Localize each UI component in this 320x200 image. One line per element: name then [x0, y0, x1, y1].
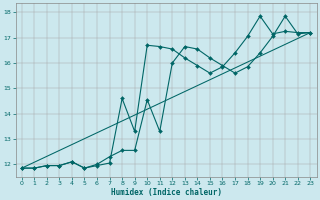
X-axis label: Humidex (Indice chaleur): Humidex (Indice chaleur): [110, 188, 221, 197]
